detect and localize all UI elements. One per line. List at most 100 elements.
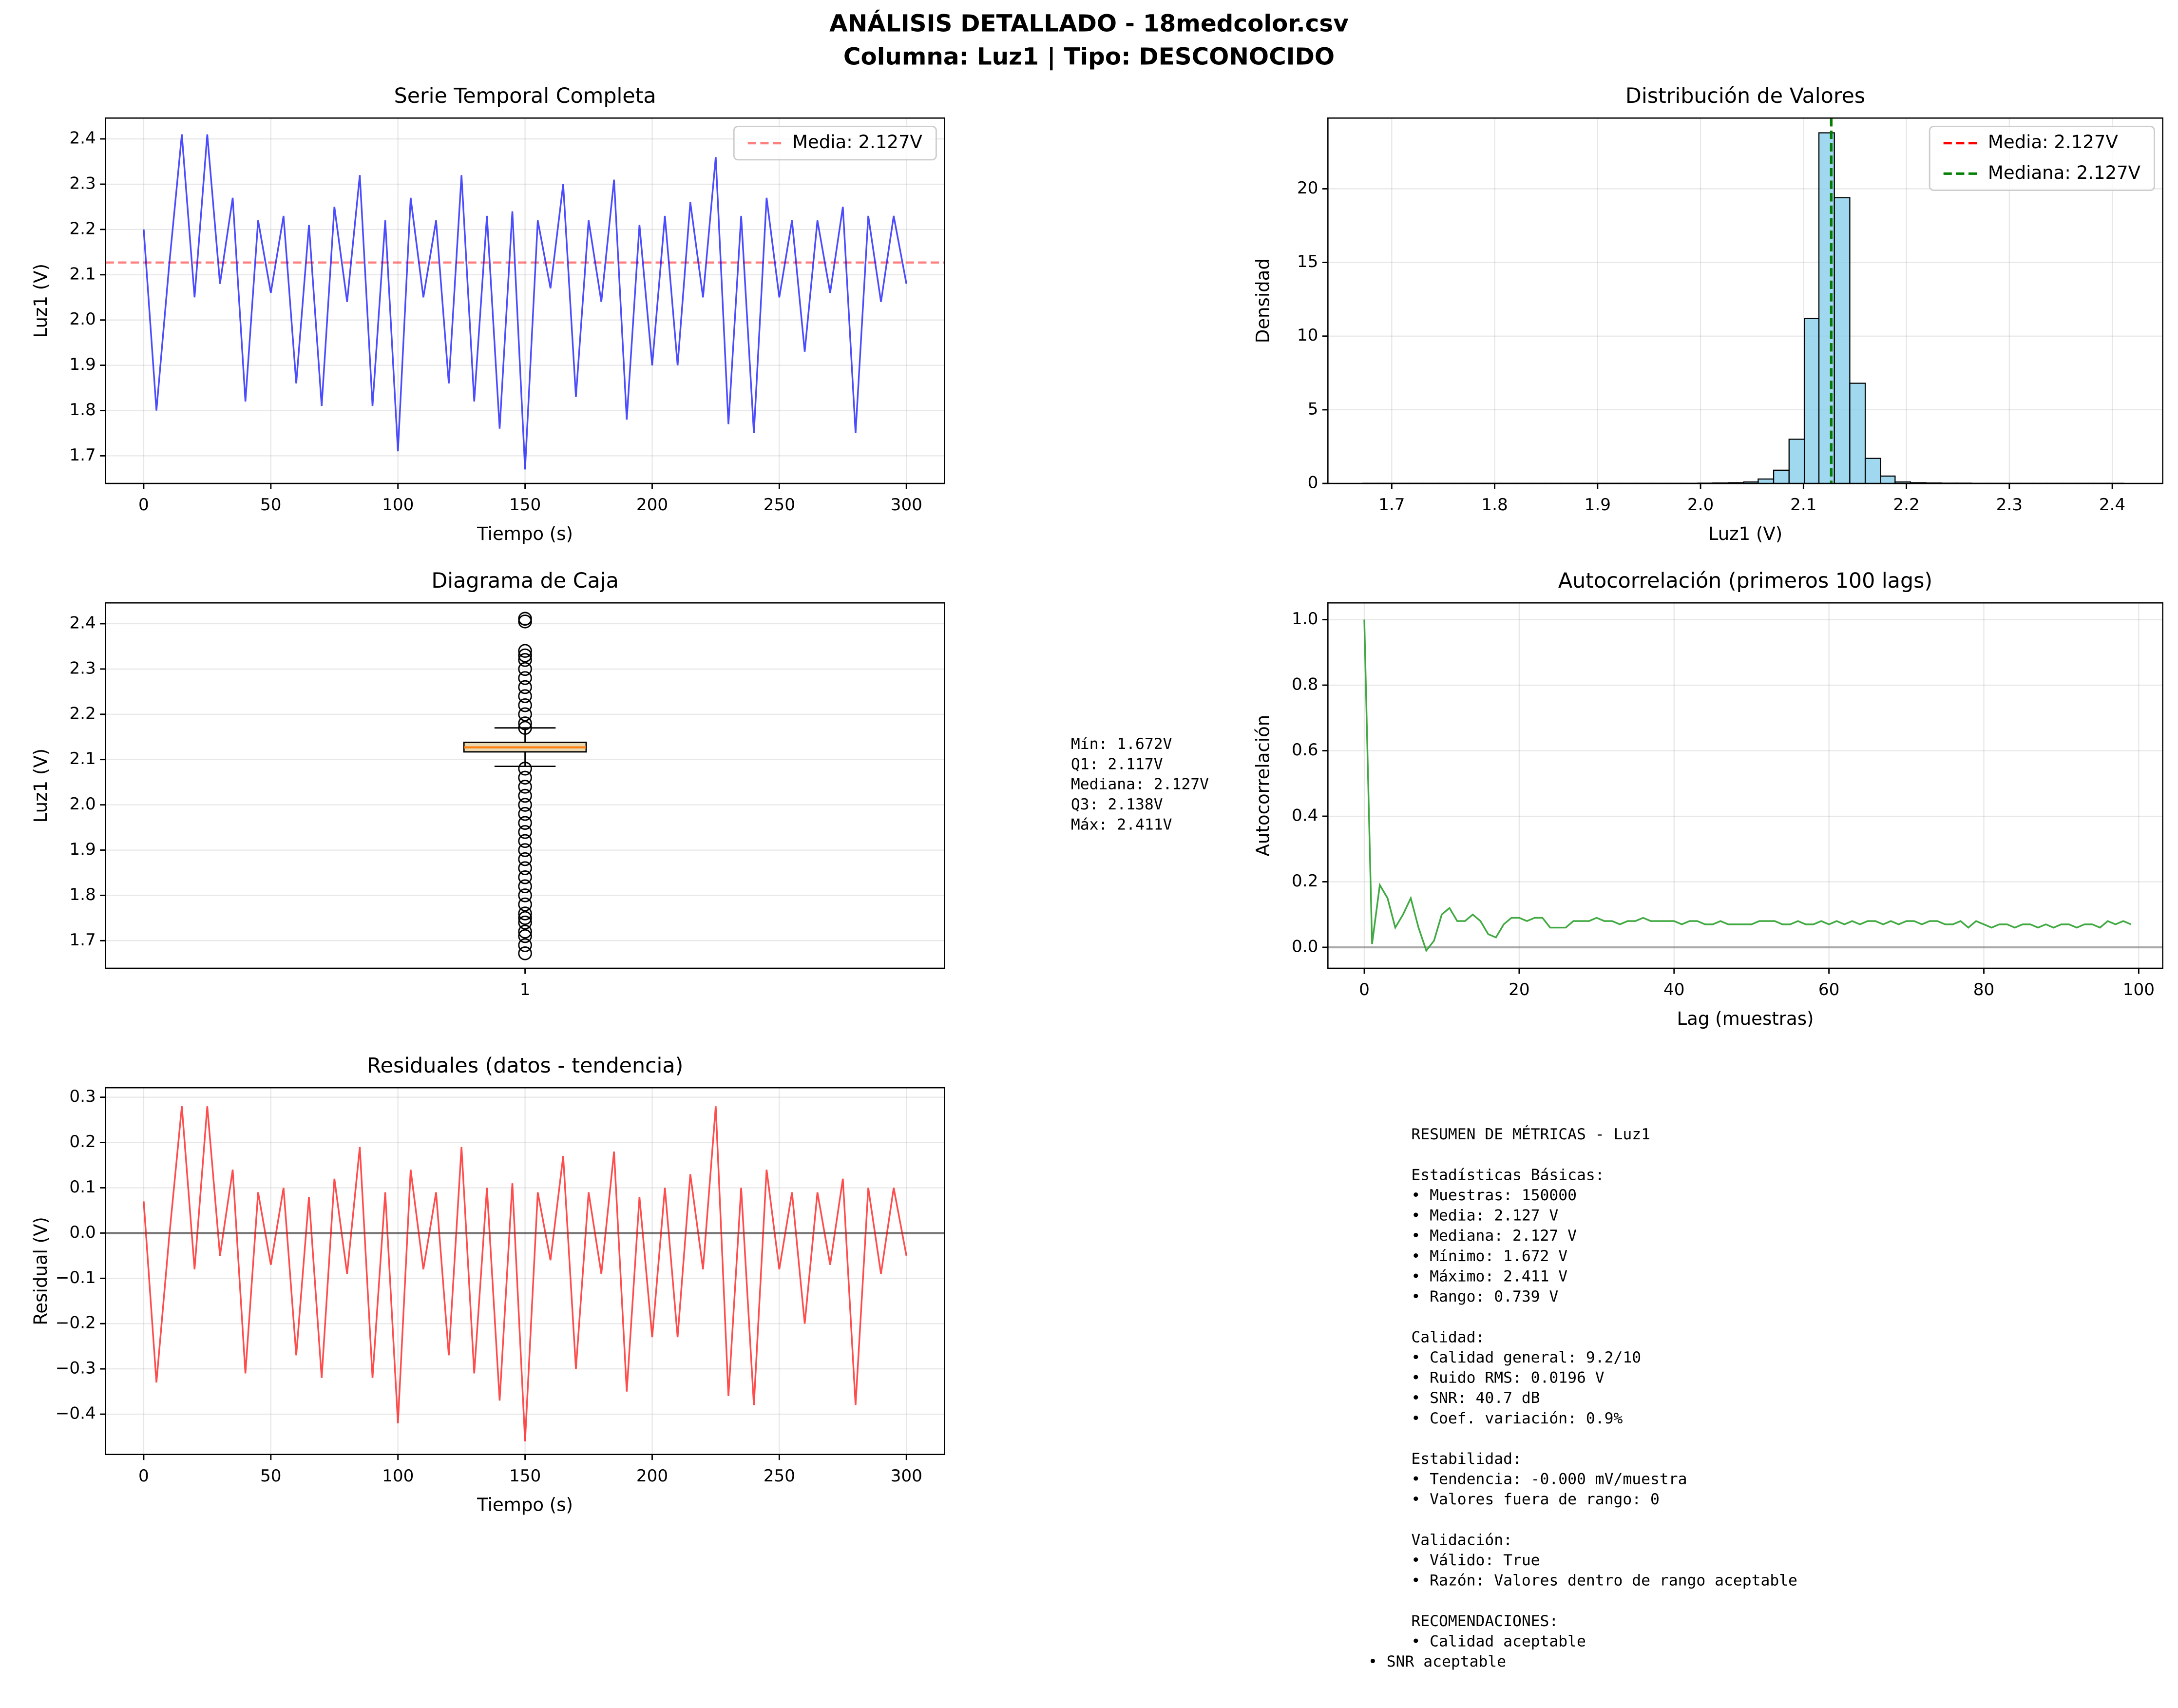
- figure-title: ANÁLISIS DETALLADO - 18medcolor.csv: [829, 9, 1349, 37]
- axes-frame: [1327, 117, 2163, 484]
- outlier: [518, 911, 532, 925]
- outlier: [518, 897, 532, 912]
- x-axis-label: Lag (muestras): [1677, 1008, 1814, 1029]
- summary-item: • Valores fuera de rango: 0: [1411, 1491, 1660, 1508]
- y-tick-label: 2.1: [69, 749, 96, 768]
- summary-item: • Máximo: 2.411 V: [1411, 1267, 1567, 1285]
- summary-title: RESUMEN DE MÉTRICAS - Luz1: [1411, 1125, 1650, 1143]
- y-tick-label: 2.0: [69, 309, 96, 329]
- y-tick-label: 0.4: [1292, 806, 1318, 825]
- y-axis-label: Luz1 (V): [30, 748, 51, 823]
- x-tick-label: 1.8: [1481, 495, 1508, 515]
- subplot-title: Serie Temporal Completa: [394, 84, 656, 108]
- axes-frame: [105, 117, 945, 484]
- summary-item: • Válido: True: [1411, 1552, 1540, 1569]
- outlier: [518, 698, 532, 712]
- y-tick-label: 5: [1308, 399, 1318, 419]
- x-tick-label: 2.4: [2099, 495, 2125, 515]
- x-tick-label: 100: [382, 495, 414, 515]
- x-axis-label: Luz1 (V): [1708, 523, 1783, 544]
- x-tick-label: 2.2: [1893, 495, 1919, 515]
- x-tick-label: 2.1: [1790, 495, 1816, 515]
- outlier: [518, 946, 532, 960]
- outlier: [518, 834, 532, 848]
- y-tick-label: 10: [1297, 326, 1318, 345]
- legend-label: Media: 2.127V: [1988, 132, 2119, 153]
- stats-text: Mín: 1.672V: [1071, 735, 1172, 753]
- x-tick-label: 250: [764, 495, 795, 515]
- summary-item: • Calidad aceptable: [1411, 1633, 1586, 1650]
- summary-heading: Estabilidad:: [1411, 1450, 1521, 1468]
- stats-text: Mediana: 2.127V: [1071, 776, 1209, 793]
- summary-item: • Ruido RMS: 0.0196 V: [1411, 1369, 1604, 1387]
- x-axis-label: Tiempo (s): [477, 523, 573, 544]
- y-tick-label: 0.2: [1292, 871, 1318, 891]
- outlier: [518, 825, 532, 839]
- y-tick-label: 0.8: [1292, 675, 1318, 694]
- summary-item: • Mediana: 2.127 V: [1411, 1227, 1577, 1245]
- subplot-title: Autocorrelación (primeros 100 lags): [1558, 569, 1932, 593]
- axes-frame: [105, 602, 945, 969]
- y-axis-label: Luz1 (V): [30, 264, 51, 338]
- x-tick-label: 200: [636, 1466, 668, 1486]
- x-tick-label: 200: [636, 495, 668, 515]
- outlier: [518, 653, 532, 667]
- x-tick-label: 50: [260, 1466, 282, 1486]
- summary-item: • SNR aceptable: [1368, 1653, 1506, 1670]
- y-tick-label: 0.6: [1292, 740, 1318, 760]
- x-tick-label: 250: [764, 1466, 795, 1486]
- histogram-bar: [1773, 469, 1790, 484]
- x-tick-label: 100: [382, 1466, 414, 1486]
- y-tick-label: 0.0: [69, 1223, 96, 1242]
- summary-item: • Rango: 0.739 V: [1411, 1288, 1558, 1305]
- x-tick-label: 300: [891, 1466, 922, 1486]
- histogram-bar: [1834, 197, 1851, 484]
- data-line: [143, 1106, 907, 1441]
- legend: Media: 2.127V: [733, 125, 937, 161]
- y-tick-label: 1.7: [69, 445, 96, 465]
- outlier: [518, 852, 532, 866]
- y-tick-label: 1.0: [1292, 609, 1318, 629]
- outlier: [518, 929, 532, 943]
- legend-label: Media: 2.127V: [792, 132, 923, 153]
- summary-heading: Estadísticas Básicas:: [1411, 1166, 1604, 1184]
- outlier: [518, 644, 532, 658]
- x-tick-label: 2.0: [1687, 495, 1714, 515]
- subplot: −0.4 −0.3 −0.2 −0.1 0.0 0.1 0.2 0.3 0 50 100 150 200…: [30, 1054, 945, 1516]
- outlier: [518, 806, 532, 821]
- x-tick-label: 80: [1973, 980, 1995, 999]
- outlier: [518, 798, 532, 812]
- y-tick-label: 2.1: [69, 264, 96, 284]
- subplot: 0 5 10 15 20 1.7 1.8 1.9 2.0 2.1 2.2 2.3 2.4 Distribu…: [1253, 84, 2163, 544]
- summary: RESUMEN DE MÉTRICAS - Luz1 Estadísticas B…: [1368, 1125, 1797, 1670]
- legend-label: Mediana: 2.127V: [1988, 162, 2141, 183]
- y-tick-label: 2.4: [69, 129, 96, 148]
- x-tick-label: 1.9: [1585, 495, 1611, 515]
- y-tick-label: 2.2: [69, 704, 96, 723]
- summary-heading: RECOMENDACIONES:: [1411, 1612, 1558, 1630]
- legend-box: [1929, 125, 2155, 191]
- y-tick-label: 0.3: [69, 1087, 96, 1106]
- x-tick-label: 60: [1818, 980, 1840, 999]
- summary-item: • Media: 2.127 V: [1411, 1207, 1558, 1225]
- y-tick-label: 2.0: [69, 794, 96, 814]
- y-tick-label: 2.2: [69, 219, 96, 238]
- x-tick-label: 0: [138, 495, 149, 515]
- x-tick-label: 2.3: [1996, 495, 2023, 515]
- data-line: [1363, 619, 2132, 953]
- subplot: 1.7 1.8 1.9 2.0 2.1 2.2 2.3 2.4 0 50 100 150 200 250 3…: [30, 84, 945, 544]
- outlier: [518, 671, 532, 685]
- legend-box: [733, 125, 937, 161]
- data-line: [143, 134, 907, 470]
- histogram-bar: [1880, 475, 1896, 484]
- x-tick-label: 150: [509, 495, 541, 515]
- y-tick-label: 0.2: [69, 1132, 96, 1151]
- summary-item: • Tendencia: -0.000 mV/muestra: [1411, 1471, 1687, 1488]
- legend: Media: 2.127V Mediana: 2.127V: [1929, 125, 2155, 191]
- outlier: [518, 816, 532, 830]
- outlier: [518, 689, 532, 703]
- outlier: [518, 770, 532, 785]
